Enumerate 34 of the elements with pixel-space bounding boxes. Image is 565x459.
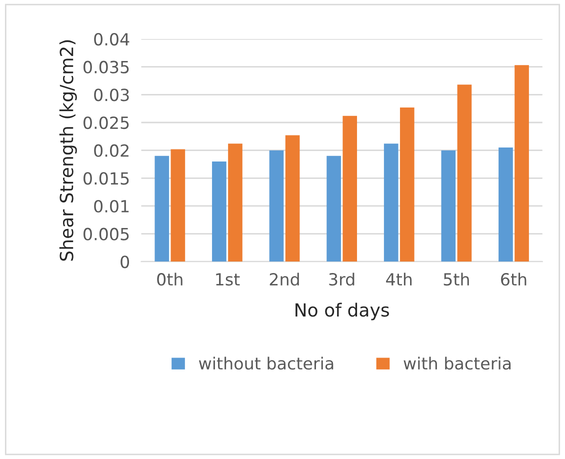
bar xyxy=(228,144,242,262)
x-axis-title: No of days xyxy=(296,302,389,320)
legend-label: with bacteria xyxy=(404,356,511,370)
bar xyxy=(285,135,300,262)
bar xyxy=(457,84,472,262)
x-tick-label: 5th xyxy=(444,272,469,286)
bar xyxy=(170,149,186,262)
bar xyxy=(154,156,170,262)
y-tick-label: 0.02 xyxy=(94,144,128,157)
x-tick-label: 0th xyxy=(157,272,182,286)
bar xyxy=(441,150,456,262)
y-tick-label: 0.03 xyxy=(94,88,129,102)
y-tick-label: 0.04 xyxy=(94,32,130,46)
x-tick-label: 3rd xyxy=(329,272,354,286)
bar xyxy=(212,161,226,262)
x-tick-label: 4th xyxy=(386,272,412,286)
bar xyxy=(498,148,513,262)
bar xyxy=(384,144,398,262)
x-tick-label: 1st xyxy=(216,273,240,286)
bar xyxy=(400,107,414,262)
bar xyxy=(269,150,284,262)
y-tick-label: 0 xyxy=(120,256,130,268)
bar xyxy=(514,65,529,262)
legend-label: without bacteria xyxy=(198,356,334,370)
x-tick-label: 2nd xyxy=(270,272,299,286)
y-tick-label: 0.035 xyxy=(84,60,129,74)
bar xyxy=(326,156,341,262)
y-tick-label: 0.005 xyxy=(84,228,129,240)
x-tick-label: 6th xyxy=(501,272,526,286)
y-axis-title: Shear Strength (kg/cm2) xyxy=(59,40,77,261)
y-tick-label: 0.01 xyxy=(94,200,129,213)
y-tick-label: 0.015 xyxy=(84,172,129,185)
bar xyxy=(342,116,358,262)
y-tick-label: 0.025 xyxy=(84,116,129,130)
